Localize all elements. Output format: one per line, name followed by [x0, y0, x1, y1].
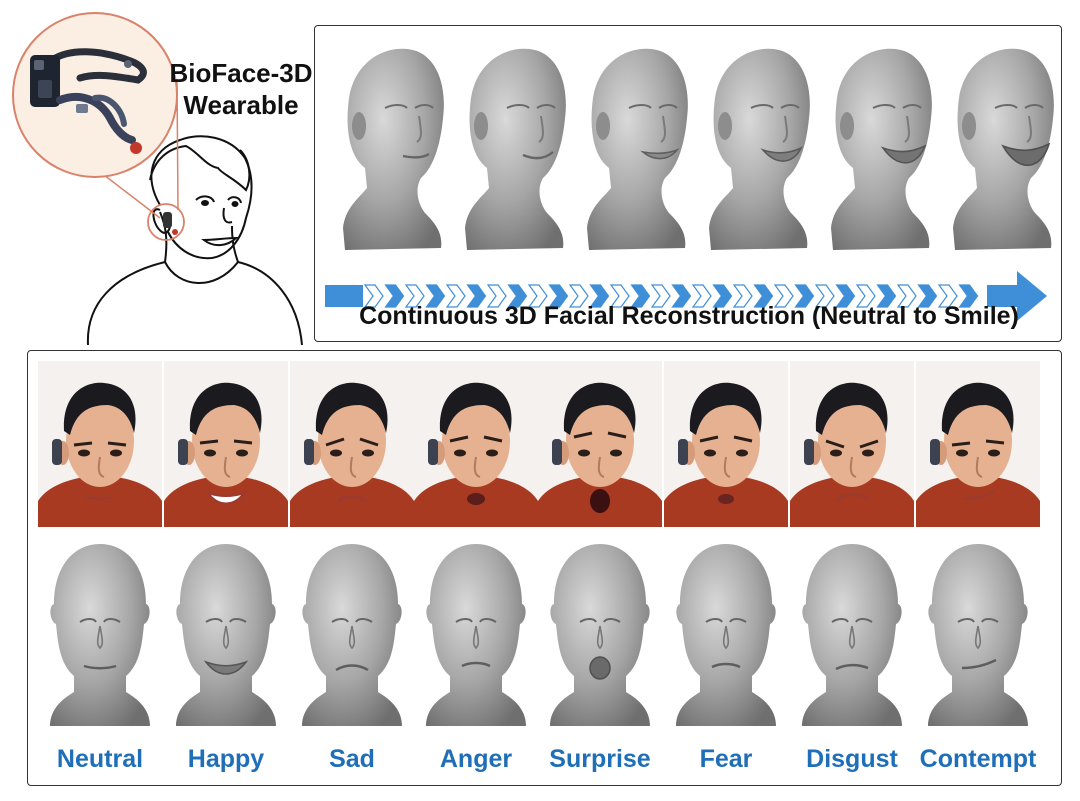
wearable-illustration: BioFace-3D Wearable — [0, 0, 310, 345]
mesh-head-frame-6 — [935, 38, 1055, 263]
continuous-reconstruction-panel: Continuous 3D Facial Reconstruction (Neu… — [314, 25, 1062, 342]
mesh-head-frame-1 — [325, 38, 445, 263]
mesh-head-frame-3 — [569, 38, 689, 263]
expression-photo — [664, 361, 788, 527]
reconstruction-caption: Continuous 3D Facial Reconstruction (Neu… — [315, 302, 1063, 331]
expression-mesh — [416, 536, 536, 731]
expression-label: Contempt — [896, 745, 1060, 774]
person-with-wearable-drawing — [0, 0, 310, 345]
expression-mesh — [292, 536, 412, 731]
expression-mesh — [540, 536, 660, 731]
expression-column: Happy — [164, 351, 288, 787]
device-title: BioFace-3D Wearable — [166, 57, 316, 121]
expression-mesh — [166, 536, 286, 731]
expression-column: Anger — [414, 351, 538, 787]
expression-column: Neutral — [38, 351, 162, 787]
expression-column: Surprise — [538, 351, 662, 787]
expression-photo — [290, 361, 414, 527]
expression-mesh — [666, 536, 786, 731]
expression-column: Fear — [664, 351, 788, 787]
mesh-head-frame-4 — [691, 38, 811, 263]
device-title-line1: BioFace-3D — [166, 57, 316, 89]
expression-photo — [414, 361, 538, 527]
expression-photo — [916, 361, 1040, 527]
expression-column: Disgust — [790, 351, 914, 787]
expression-column: Contempt — [916, 351, 1040, 787]
expression-photo — [790, 361, 914, 527]
expression-mesh — [40, 536, 160, 731]
device-title-line2: Wearable — [166, 89, 316, 121]
expression-column: Sad — [290, 351, 414, 787]
expression-photo — [38, 361, 162, 527]
reconstruction-sequence — [323, 38, 1053, 263]
expression-panel: Neutral — [27, 350, 1062, 786]
expression-mesh — [792, 536, 912, 731]
expression-photo — [164, 361, 288, 527]
expression-mesh — [918, 536, 1038, 731]
mesh-head-frame-2 — [447, 38, 567, 263]
mesh-head-frame-5 — [813, 38, 933, 263]
expression-photo — [538, 361, 662, 527]
